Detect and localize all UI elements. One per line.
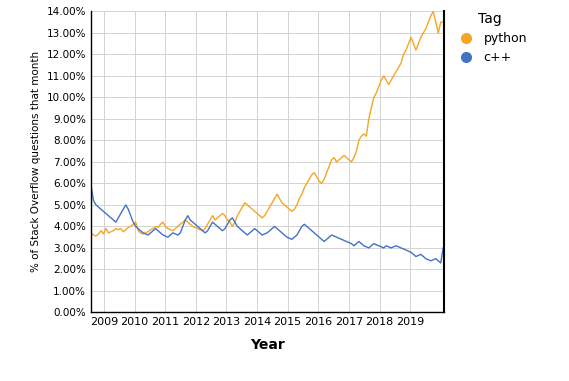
X-axis label: Year: Year <box>250 338 285 352</box>
Legend: python, c++: python, c++ <box>453 12 527 64</box>
Y-axis label: % of Stack Overflow questions that month: % of Stack Overflow questions that month <box>31 51 41 272</box>
